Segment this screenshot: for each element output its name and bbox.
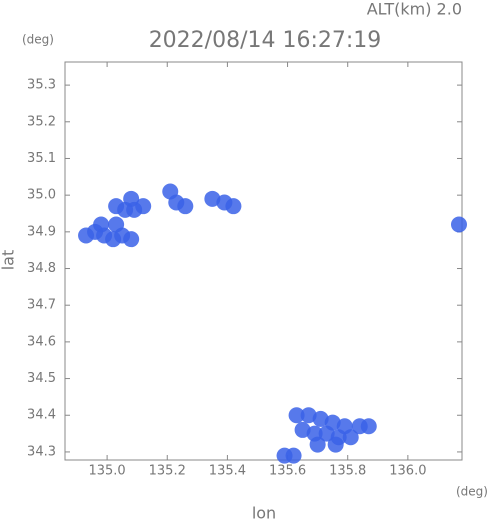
echo-point (93, 216, 110, 233)
y-axis-label: lat (0, 250, 18, 271)
echo-point (309, 436, 326, 453)
y-tick-label: 35.2 (27, 114, 56, 129)
x-tick-label: 135.0 (88, 464, 125, 479)
echo-point (327, 436, 344, 453)
y-tick-label: 35.1 (27, 151, 56, 166)
y-tick-label: 35.0 (27, 188, 56, 203)
y-tick-label: 34.6 (27, 334, 56, 349)
echo-point (123, 231, 140, 248)
echo-point (123, 190, 140, 207)
x-tick-label: 136.0 (389, 464, 426, 479)
echo-point (135, 198, 152, 215)
x-unit: (deg) (456, 485, 488, 499)
y-tick-label: 34.9 (27, 224, 56, 239)
chart-title: 2022/08/14 16:27:19 (149, 28, 382, 53)
y-tick-label: 34.8 (27, 261, 56, 276)
y-unit: (deg) (22, 33, 54, 47)
y-tick-label: 34.5 (27, 371, 56, 386)
x-tick-label: 135.4 (209, 464, 246, 479)
x-tick-label: 135.6 (269, 464, 306, 479)
echo-point (108, 216, 125, 233)
echo-point (285, 447, 302, 464)
echo-point (300, 407, 317, 424)
echo-point (288, 407, 305, 424)
y-tick-label: 34.3 (27, 444, 56, 459)
echo-point (177, 198, 194, 215)
x-axis-label: lon (252, 504, 276, 522)
echo-point (342, 429, 359, 446)
echo-point (204, 190, 221, 207)
echo-point (450, 216, 467, 233)
plot-frame (64, 61, 463, 461)
altitude: ALT(km) 2.0 (367, 0, 462, 19)
y-tick-label: 34.4 (27, 408, 56, 423)
echo-point (318, 425, 335, 442)
echo-point (294, 421, 311, 438)
echo-point (162, 183, 179, 200)
echo-point (225, 198, 242, 215)
x-tick-label: 135.2 (149, 464, 186, 479)
y-tick-label: 34.7 (27, 298, 56, 313)
y-tick-label: 35.3 (27, 78, 56, 93)
echo-point (312, 410, 329, 427)
x-tick-label: 135.8 (329, 464, 366, 479)
echo-point (360, 418, 377, 435)
